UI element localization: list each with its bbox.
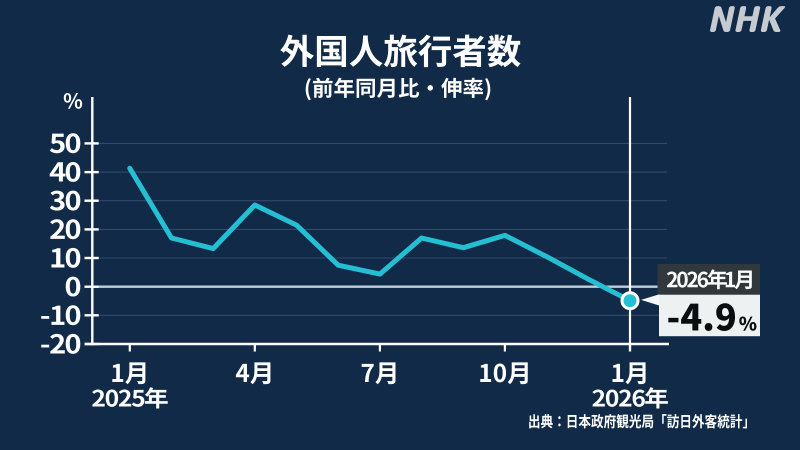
y-axis — [41, 93, 99, 354]
x-axis — [84, 342, 669, 409]
data-line — [127, 165, 633, 304]
chart-subtitle — [305, 77, 491, 101]
nhk-logo — [710, 6, 786, 32]
y-tick-label-30 — [49, 190, 81, 211]
y-tick-label-10 — [51, 247, 81, 268]
x-tick-label — [361, 362, 396, 385]
data-point-marker — [620, 291, 640, 311]
callout-arrow — [641, 294, 660, 306]
gridlines — [92, 142, 667, 316]
y-tick-label-20 — [50, 219, 81, 240]
y-tick-label--10 — [41, 305, 81, 326]
callout-value-unit — [739, 316, 757, 331]
chart-title — [280, 34, 521, 68]
year-label — [592, 387, 668, 409]
y-tick-label--20 — [41, 333, 81, 354]
year-label — [92, 387, 168, 409]
x-tick-label — [112, 362, 146, 385]
x-tick-label — [235, 362, 271, 385]
source-credit — [529, 414, 747, 429]
x-tick-label — [480, 362, 528, 385]
y-axis-unit-label — [63, 93, 83, 109]
y-tick-label-0 — [65, 276, 81, 297]
x-tick-label — [612, 362, 646, 385]
callout — [641, 264, 760, 337]
y-tick-label-40 — [49, 161, 81, 182]
callout-date-label — [666, 269, 752, 290]
y-tick-label-50 — [49, 133, 81, 154]
callout-value — [668, 303, 736, 332]
